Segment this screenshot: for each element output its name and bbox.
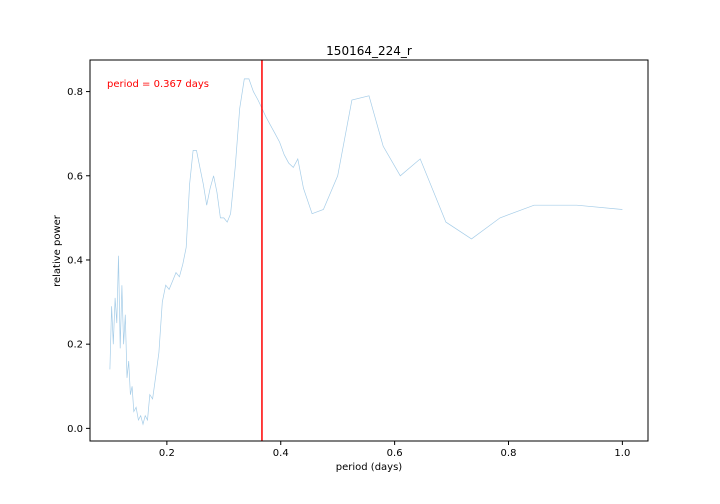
x-tick-label: 0.2 <box>159 448 175 459</box>
y-tick-label: 0.2 <box>67 340 83 351</box>
power-series-line-0 <box>109 78 623 426</box>
y-tick-label: 0.6 <box>67 171 83 182</box>
x-tick-label: 0.8 <box>501 448 517 459</box>
period-annotation: period = 0.367 days <box>107 79 209 90</box>
y-tick-label: 0.8 <box>67 87 83 98</box>
x-tick-label: 0.6 <box>387 448 403 459</box>
chart-title: 150164_224_r <box>326 44 412 58</box>
x-axis: 0.2 0.4 0.6 0.8 1.0 <box>159 441 630 459</box>
y-axis-label: relative power <box>52 214 63 287</box>
y-axis: 0.0 0.2 0.4 0.6 0.8 <box>67 87 90 435</box>
y-tick-label: 0.4 <box>67 255 83 266</box>
x-tick-label: 0.4 <box>273 448 289 459</box>
plot-area <box>109 60 623 441</box>
plot-frame <box>89 59 649 442</box>
y-tick-label: 0.0 <box>67 424 83 435</box>
x-axis-label: period (days) <box>336 462 403 473</box>
x-tick-label: 1.0 <box>614 448 630 459</box>
